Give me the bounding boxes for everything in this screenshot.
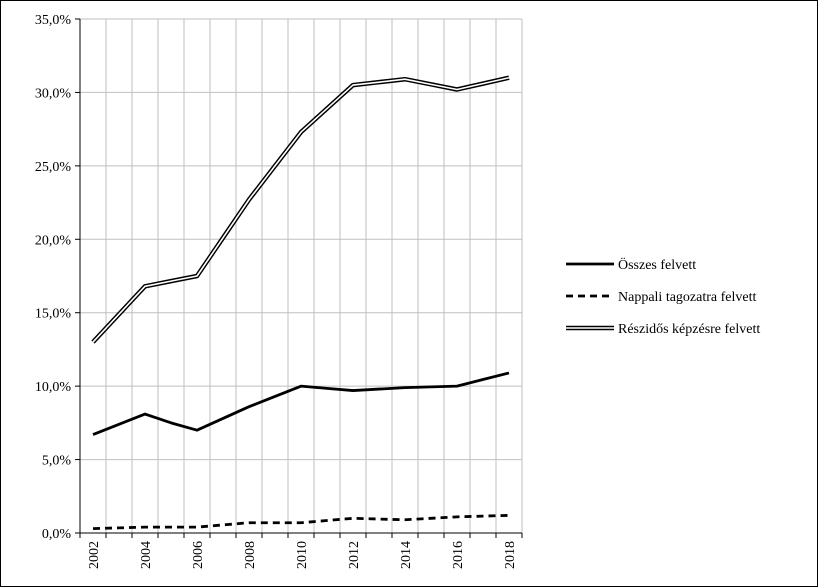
- y-tick-label: 15,0%: [35, 307, 72, 322]
- x-axis-tick-labels: 2002 2004 2006 2008 2010 2012 2014 2016 2018: [87, 541, 518, 569]
- legend-label: Összes felvett: [618, 256, 696, 273]
- series-line-3-inner: [92, 76, 510, 343]
- legend-label: Nappali tagozatra felvett: [618, 290, 756, 305]
- horizontal-gridlines: [80, 18, 522, 461]
- series-lines: [91, 75, 510, 530]
- x-tick-label: 2004: [139, 541, 154, 569]
- legend: Összes felvett Nappali tagozatra felvett R…: [566, 256, 760, 337]
- x-tick-label: 2002: [87, 541, 102, 569]
- x-tick-label: 2006: [191, 541, 206, 569]
- x-tick-label: 2010: [295, 541, 310, 569]
- y-axis-tick-labels: 0,0% 5,0% 10,0% 15,0% 20,0% 25,0% 30,0% 35,0%: [35, 13, 72, 542]
- x-tick-label: 2016: [451, 541, 466, 569]
- y-tick-label: 0,0%: [42, 527, 72, 542]
- y-tick-label: 30,0%: [35, 86, 72, 101]
- series-line-1: [92, 371, 510, 436]
- x-tick-label: 2014: [399, 541, 414, 569]
- vertical-gridlines: [105, 19, 523, 533]
- legend-label: Részidős képzésre felvett: [618, 322, 760, 337]
- axes: [75, 18, 523, 538]
- y-tick-label: 35,0%: [35, 13, 72, 28]
- y-tick-label: 20,0%: [35, 233, 72, 248]
- series-line-2: [92, 513, 510, 530]
- y-tick-label: 5,0%: [42, 454, 72, 469]
- y-tick-label: 25,0%: [35, 160, 72, 175]
- x-tick-label: 2018: [503, 541, 518, 569]
- series-line-3-outer: [91, 75, 510, 344]
- x-tick-label: 2012: [347, 541, 362, 569]
- y-tick-label: 10,0%: [35, 380, 72, 395]
- x-tick-label: 2008: [243, 541, 258, 569]
